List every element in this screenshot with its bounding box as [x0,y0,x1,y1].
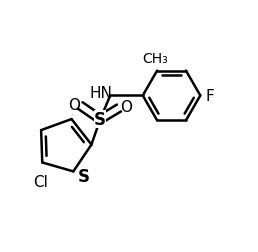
Text: S: S [94,111,106,129]
Text: Cl: Cl [34,174,49,189]
Text: S: S [77,168,89,186]
Text: F: F [205,89,214,104]
Text: O: O [68,97,80,112]
Text: HN: HN [89,86,112,101]
Text: CH₃: CH₃ [142,52,167,66]
Text: O: O [120,100,132,115]
